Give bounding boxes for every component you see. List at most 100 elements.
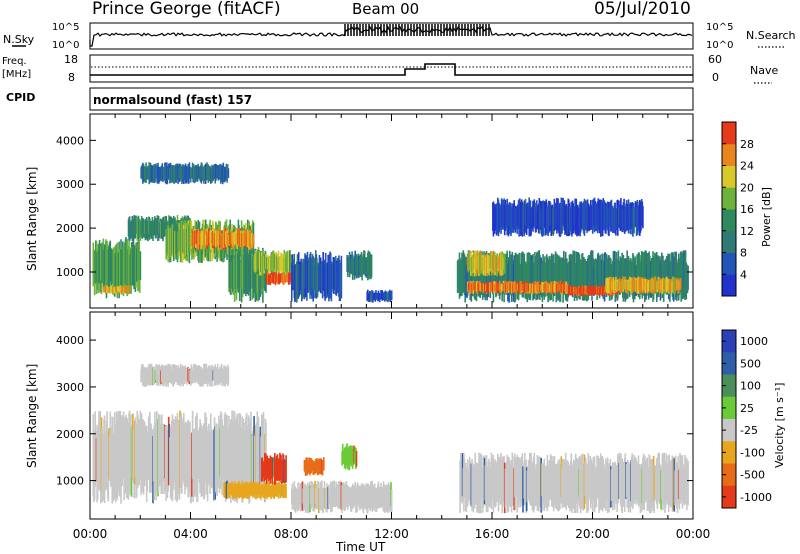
x-tick-label: 04:00	[173, 527, 208, 541]
colorbar-segment	[722, 187, 736, 210]
colorbar-tick-label: 1000	[740, 335, 768, 348]
nave-label: Nave	[750, 64, 778, 77]
colorbar-segment	[722, 419, 736, 442]
power-area-cell	[227, 168, 230, 178]
velocity-colorbar: 1000 500 100 25 -25 -100 -500 -1000	[721, 329, 772, 509]
vel-area-cell	[285, 484, 287, 498]
nsky-tick-bottom-right: 10^0	[706, 40, 733, 51]
power-ylabel: Slant Range [km]	[25, 167, 39, 271]
nsky-trace	[89, 24, 693, 47]
colorbar-tick-label: 500	[740, 357, 761, 370]
time-axis-label: Time UT	[335, 540, 386, 554]
colorbar-tick-label: -100	[740, 446, 765, 459]
power-area-cell	[687, 265, 689, 290]
colorbar-tick-label: 25	[740, 402, 754, 415]
cpid-label: CPID	[6, 91, 35, 104]
power-area-cell	[642, 206, 644, 229]
colorbar-segment	[722, 374, 736, 398]
velocity-plot-area	[92, 363, 689, 514]
colorbar-tick-label: 12	[740, 225, 754, 238]
nsky-tick-top-left: 10^5	[52, 22, 79, 33]
colorbar-segment	[722, 165, 736, 188]
colorbar-segment	[722, 485, 736, 509]
power-area-cell	[139, 251, 142, 280]
power-plot-area	[92, 162, 689, 303]
x-tick-label: 00:00	[73, 527, 108, 541]
power-area-cell	[252, 234, 255, 246]
nsky-label: N.Sky	[3, 33, 35, 46]
vel-area-cell	[323, 457, 325, 471]
y-tick-label: 1000	[56, 266, 84, 279]
velocity-axes: 1000 2000 3000 4000	[56, 312, 694, 519]
time-axis-ticks: 00:00 04:00 08:00 12:00 16:00 20:00 00:00	[73, 527, 711, 541]
colorbar-tick-label: 24	[740, 160, 754, 173]
x-tick-label: 00:00	[676, 527, 711, 541]
nsky-panel	[89, 22, 694, 50]
colorbar-tick-label: 4	[740, 268, 747, 281]
freq-label-line2: [MHz]	[2, 69, 31, 80]
colorbar-segment	[722, 209, 736, 232]
freq-trace	[90, 63, 693, 76]
nsky-tick-bottom-left: 10^0	[52, 40, 79, 51]
velocity-colorbar-label: Velocity [m s⁻¹]	[773, 383, 786, 468]
y-tick-label: 4000	[56, 134, 84, 147]
colorbar-tick-label: -500	[740, 469, 765, 482]
colorbar-segment	[722, 396, 736, 420]
colorbar-segment	[722, 330, 736, 353]
freq-tick-bottom-left: 8	[68, 71, 75, 84]
x-tick-label: 16:00	[475, 527, 510, 541]
colorbar-tick-label: 16	[740, 203, 754, 216]
power-area-cell	[503, 254, 506, 274]
y-tick-label: 3000	[56, 178, 84, 191]
y-tick-label: 1000	[56, 475, 84, 488]
vel-area-cell	[355, 450, 358, 467]
power-area-cell	[390, 290, 393, 301]
y-tick-label: 3000	[56, 381, 84, 394]
colorbar-tick-label: 20	[740, 181, 754, 194]
beam-title: Beam 00	[352, 0, 419, 18]
x-tick-label: 12:00	[374, 527, 409, 541]
colorbar-segment	[722, 274, 736, 297]
freq-panel	[89, 54, 694, 83]
colorbar-segment	[722, 122, 736, 145]
colorbar-tick-label: -1000	[740, 491, 772, 504]
colorbar-segment	[722, 352, 736, 375]
x-tick-label: 20:00	[575, 527, 610, 541]
freq-label-line1: Freq.	[2, 56, 27, 67]
colorbar-frame	[721, 329, 737, 509]
nsky-tick-top-right: 10^5	[706, 22, 733, 33]
freq-tick-top-left: 18	[64, 53, 78, 66]
y-tick-label: 2000	[56, 428, 84, 441]
colorbar-tick-label: 100	[740, 380, 761, 393]
colorbar-segment	[722, 463, 736, 487]
nave-tick-bottom-right: 0	[712, 71, 719, 84]
power-colorbar-label: Power [dB]	[760, 187, 773, 247]
x-tick-label: 08:00	[274, 527, 309, 541]
power-axes: 1000 2000 3000 4000	[56, 114, 694, 308]
nsearch-label: N.Search	[746, 29, 796, 42]
colorbar-segment	[722, 230, 736, 253]
date-title: 05/Jul/2010	[594, 0, 691, 19]
colorbar-tick-label: -25	[740, 424, 758, 437]
velocity-ylabel: Slant Range [km]	[25, 364, 39, 468]
y-tick-label: 2000	[56, 222, 84, 235]
colorbar-segment	[722, 143, 736, 166]
vel-area-cell	[227, 367, 230, 385]
power-area-cell	[129, 285, 132, 294]
power-area-cell	[370, 254, 373, 278]
colorbar-tick-label: 28	[740, 138, 754, 151]
cpid-value: normalsound (fast) 157	[93, 93, 252, 107]
vel-area-cell	[390, 489, 393, 513]
nave-tick-top-right: 60	[708, 53, 722, 66]
station-title: Prince George (fitACF)	[92, 0, 281, 19]
colorbar-tick-label: 8	[740, 247, 747, 260]
cpid-panel	[89, 87, 694, 111]
colorbar-segment	[722, 252, 736, 275]
colorbar-segment	[722, 441, 736, 464]
vel-area-cell	[285, 455, 287, 482]
power-area-cell	[679, 278, 682, 289]
y-tick-label: 4000	[56, 334, 84, 347]
power-colorbar: 4 8 12 16 20 24 28	[721, 121, 754, 297]
power-area-cell	[340, 255, 343, 299]
